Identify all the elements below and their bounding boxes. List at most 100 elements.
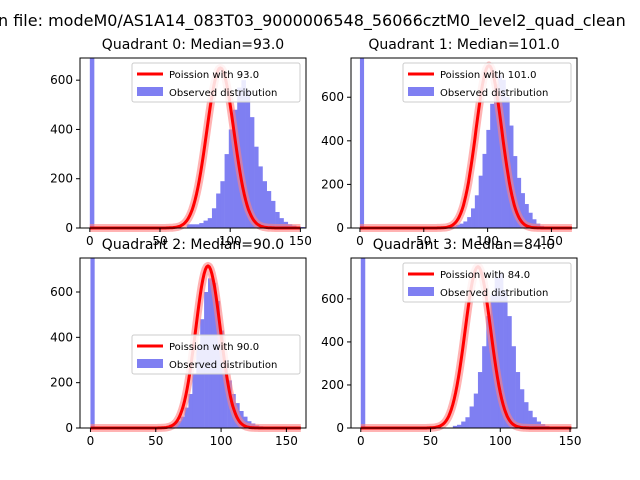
histogram-bar <box>477 372 483 428</box>
histogram-bar <box>207 218 213 228</box>
x-tick-label: 50 <box>416 234 431 248</box>
legend: Poission with 93.0 Observed distribution <box>131 62 301 103</box>
histogram-bar <box>216 193 221 228</box>
x-tick-label: 100 <box>476 234 499 248</box>
histogram-bar <box>486 316 491 428</box>
y-tick-label: 200 <box>321 177 344 191</box>
histogram-bar <box>186 224 192 228</box>
histogram-bar <box>188 394 193 428</box>
axes-frame <box>350 57 578 229</box>
histogram-bar <box>360 258 366 428</box>
legend-box <box>131 334 301 375</box>
legend-label-observed: Observed distribution <box>440 288 548 299</box>
histogram-bar <box>180 416 185 428</box>
axes-frame <box>79 57 307 229</box>
histogram-bar <box>457 424 462 428</box>
x-tick-label: 50 <box>148 434 163 448</box>
panel-title: Quadrant 3: Median=84.0 <box>373 237 555 253</box>
y-tick-label: 0 <box>336 421 344 435</box>
x-tick-label: 150 <box>559 434 582 448</box>
histogram-bar <box>452 425 458 428</box>
histogram-bar <box>219 330 224 428</box>
histogram-bar <box>528 410 533 428</box>
legend-box <box>402 62 572 103</box>
histogram-bar <box>199 223 204 228</box>
histogram-bar <box>223 360 228 428</box>
y-tick-label: 200 <box>50 376 73 390</box>
histogram-bar <box>455 224 460 228</box>
legend-label-poisson: Poission with 101.0 <box>440 70 536 81</box>
histogram-bar <box>279 218 284 228</box>
histogram-bar <box>486 129 491 228</box>
quadrant-2-panel: 0 50 100 150 0 200 400 600 Quadrant 2: Median=90… <box>50 237 307 448</box>
histogram-bar <box>523 402 529 428</box>
legend: Poission with 90.0 Observed distribution <box>131 334 301 375</box>
legend-label-poisson: Poission with 93.0 <box>169 70 259 81</box>
panel-title: Quadrant 2: Median=90.0 <box>102 237 284 253</box>
histogram-bar <box>465 417 470 428</box>
axes-frame <box>79 257 307 429</box>
quadrant-1-panel: 0 50 100 150 0 200 400 600 Quadrant 1: Median=10… <box>321 37 578 248</box>
x-tick-label: 0 <box>86 234 94 248</box>
legend-label-observed: Observed distribution <box>169 88 277 99</box>
histogram-bar <box>482 346 487 428</box>
histogram-bar <box>474 195 479 228</box>
histogram-bar <box>463 221 468 228</box>
x-tick-label: 50 <box>152 234 167 248</box>
y-tick-label: 600 <box>50 285 73 299</box>
y-tick-label: 400 <box>50 122 73 136</box>
legend-label-poisson: Poission with 84.0 <box>440 270 530 281</box>
y-tick-label: 600 <box>50 73 73 87</box>
histogram-bar <box>494 84 499 229</box>
histogram-bar <box>89 58 95 228</box>
legend-label-observed: Observed distribution <box>440 88 548 99</box>
histogram-bar <box>507 316 512 428</box>
histogram-bar <box>532 219 537 228</box>
y-tick-label: 0 <box>336 221 344 235</box>
legend-patch-swatch <box>408 287 434 296</box>
y-tick-label: 0 <box>65 421 73 435</box>
histogram-bar <box>241 80 246 228</box>
histogram-bar <box>211 208 217 228</box>
histogram-bar <box>482 153 487 228</box>
histogram-bar <box>270 200 276 228</box>
histogram-bar <box>459 223 464 228</box>
legend: Poission with 101.0 Observed distribution <box>402 62 572 103</box>
histogram-bar <box>262 181 267 228</box>
x-tick-label: 50 <box>423 434 438 448</box>
figure-title: n file: modeM0/AS1A14_083T03_9000006548_… <box>0 11 626 31</box>
histogram-bar <box>490 103 495 228</box>
legend-label-observed: Observed distribution <box>169 360 277 371</box>
legend-patch-swatch <box>137 359 163 368</box>
histogram-bar <box>90 258 95 428</box>
histogram-bar <box>528 212 533 228</box>
histogram-bar <box>503 290 508 428</box>
histogram-bar <box>461 421 466 428</box>
histogram-bar <box>203 220 209 228</box>
histogram-bar <box>196 346 201 428</box>
legend-patch-swatch <box>408 87 434 96</box>
histogram-bar <box>467 217 472 228</box>
y-tick-label: 200 <box>50 172 73 186</box>
histogram-bar <box>359 58 365 228</box>
histogram-bar <box>511 346 516 428</box>
histogram-bar <box>519 389 525 428</box>
histogram-bar <box>195 224 200 228</box>
histogram-bar <box>224 154 230 228</box>
histogram-bar <box>275 211 280 228</box>
y-tick-label: 400 <box>321 134 344 148</box>
panel-title: Quadrant 1: Median=101.0 <box>368 37 559 53</box>
axes-frame <box>350 257 578 429</box>
histogram-bar <box>245 90 251 228</box>
histogram-bar <box>266 191 272 228</box>
histogram-bar <box>473 393 479 428</box>
legend-patch-swatch <box>137 87 163 96</box>
y-tick-label: 200 <box>321 378 344 392</box>
legend-box <box>402 262 572 303</box>
x-tick-label: 0 <box>357 434 365 448</box>
histogram-bar <box>478 175 483 228</box>
legend-label-poisson: Poission with 90.0 <box>169 342 259 353</box>
x-tick-label: 100 <box>210 434 233 448</box>
x-tick-label: 0 <box>356 234 364 248</box>
